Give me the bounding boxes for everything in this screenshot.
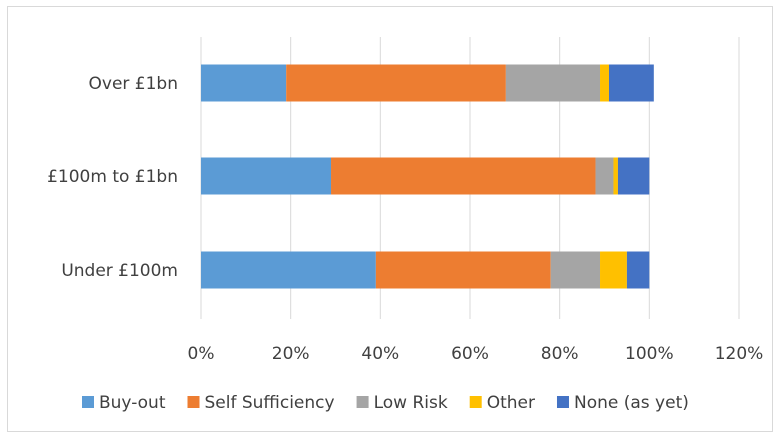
legend-swatch xyxy=(187,396,200,408)
legend: Buy-out Self Sufficiency Low Risk Other None… xyxy=(82,393,689,413)
bar-segment xyxy=(626,251,650,289)
legend-label: Buy-out xyxy=(99,393,166,413)
bar-segment xyxy=(617,157,650,195)
bar-segment xyxy=(286,64,506,102)
bar-segment xyxy=(600,251,627,289)
bar-segment xyxy=(613,157,618,195)
bar-segment xyxy=(201,251,376,289)
bars xyxy=(201,64,654,289)
bar-segment xyxy=(608,64,654,102)
category-labels: Over £1bn £100m to £1bn Under £100m xyxy=(47,74,178,281)
legend-swatch xyxy=(356,396,369,408)
bar-segment xyxy=(375,251,551,289)
stacked-bar-chart: Over £1bn £100m to £1bn Under £100m 0% 20% 4… xyxy=(47,37,764,413)
bar-segment xyxy=(600,64,609,102)
legend-swatch xyxy=(556,396,569,408)
legend-swatch xyxy=(469,396,482,408)
x-tick-label: 0% xyxy=(188,344,215,364)
x-tick-label: 80% xyxy=(541,344,579,364)
x-tick-label: 120% xyxy=(715,344,764,364)
category-label: Under £100m xyxy=(61,261,178,281)
bar-segment xyxy=(201,64,287,102)
x-tick-label: 100% xyxy=(625,344,674,364)
chart-frame: Over £1bn £100m to £1bn Under £100m 0% 20% 4… xyxy=(7,6,773,432)
legend-label: Low Risk xyxy=(374,393,448,413)
legend-label: None (as yet) xyxy=(574,393,689,413)
x-axis-tick-labels: 0% 20% 40% 60% 80% 100% 120% xyxy=(188,344,764,364)
bar-segment xyxy=(595,157,614,195)
legend-swatch xyxy=(82,396,94,408)
bar-segment xyxy=(505,64,601,102)
category-label: £100m to £1bn xyxy=(47,167,178,187)
legend-label: Other xyxy=(487,393,535,413)
bar-segment xyxy=(550,251,601,289)
bar-segment xyxy=(201,157,332,195)
x-tick-label: 40% xyxy=(361,344,399,364)
legend-label: Self Sufficiency xyxy=(205,393,335,413)
x-tick-label: 60% xyxy=(451,344,489,364)
x-tick-label: 20% xyxy=(272,344,310,364)
category-label: Over £1bn xyxy=(89,74,179,94)
bar-segment xyxy=(331,157,596,195)
